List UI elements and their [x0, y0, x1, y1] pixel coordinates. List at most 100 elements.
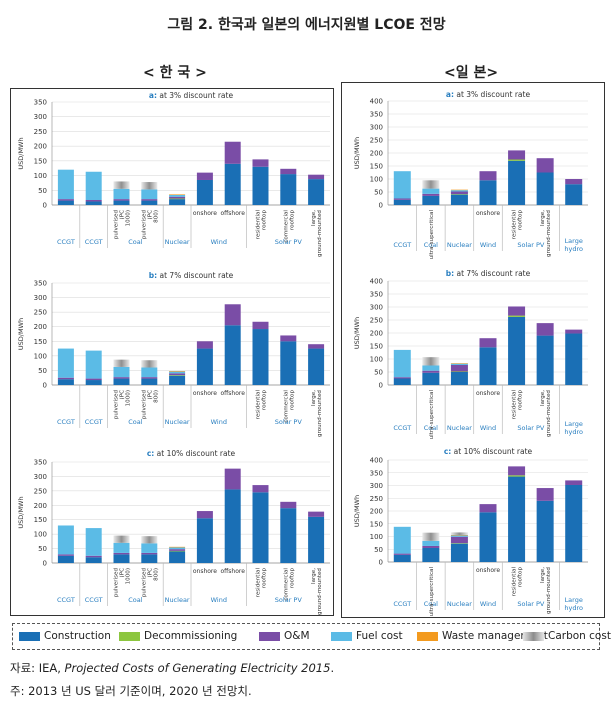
bar-segment-construction	[113, 554, 130, 563]
bar-segment-fuel	[393, 171, 411, 199]
legend-swatch-construction	[19, 631, 40, 641]
bar-segment-om	[479, 171, 497, 181]
category-label: pulverised(PC1000)	[114, 210, 132, 240]
bar-segment-construction	[280, 341, 297, 385]
bar-segment-om	[141, 199, 158, 201]
bar-segment-construction	[169, 199, 186, 205]
panel-title: b: at 7% discount rate	[149, 271, 234, 280]
category-label-line: ground-mounted	[317, 210, 323, 257]
category-label-line: residential	[512, 210, 518, 240]
legend-swatch-carbon	[523, 631, 544, 641]
y-tick-label: 350	[370, 469, 383, 477]
y-tick-label: 0	[43, 560, 47, 568]
category-label-line: residential	[256, 390, 262, 420]
bar-segment-om	[85, 555, 102, 558]
bar-segment-decommissioning	[169, 550, 186, 552]
bar-segment-om	[479, 338, 497, 348]
category-label: onshore	[476, 210, 500, 217]
bar-segment-carbon	[422, 357, 440, 366]
category-label-line: 800)	[153, 568, 159, 581]
category-label-line: ground-mounted	[546, 390, 552, 437]
group-label: Coal	[128, 418, 142, 426]
bar-segment-carbon	[141, 182, 158, 190]
bar-segment-construction	[224, 163, 241, 205]
source-note: 자료: IEA, Projected Costs of Generating E…	[10, 660, 334, 676]
bar-segment-om	[422, 545, 440, 548]
category-label: pulverised(PC1000)	[114, 568, 132, 598]
group-label: CCGT	[57, 238, 75, 246]
panel-title-letter: a:	[149, 91, 157, 100]
category-label: residentialrooftop	[256, 210, 268, 240]
group-label: Coal	[128, 238, 142, 246]
bar-segment-construction	[57, 379, 74, 385]
bar-segment-waste	[169, 194, 186, 195]
y-tick-label: 100	[370, 356, 383, 364]
y-tick-label: 250	[370, 317, 383, 325]
bar-segment-om	[308, 174, 325, 180]
group-label: CCGT	[57, 418, 75, 426]
legend-item-construction: Construction	[19, 630, 111, 642]
panel-title-text: at 10% discount rate	[451, 447, 532, 456]
bar-segment-fuel	[450, 363, 468, 365]
category-label: large,ground-mounted	[540, 210, 552, 257]
source-title: Projected Costs of Generating Electricit…	[64, 661, 331, 675]
bar-segment-construction	[479, 180, 497, 205]
bar-segment-decommissioning	[450, 543, 468, 544]
category-label: onshore	[476, 390, 500, 397]
bar-segment-waste	[450, 534, 468, 536]
bar-segment-fuel	[141, 367, 158, 378]
legend-item-carbon: Carbon cost	[523, 630, 611, 642]
bar-segment-decommissioning	[508, 159, 526, 161]
y-axis-label: USD/MWh	[17, 496, 25, 528]
bar-segment-om	[565, 329, 583, 334]
bar-segment-construction	[141, 378, 158, 385]
group-label: CCGT	[57, 596, 75, 604]
category-label-line: rooftop	[518, 210, 524, 231]
group-label: CCGT	[85, 596, 103, 604]
group-label: Solar PV	[275, 238, 303, 246]
source-suffix: .	[330, 661, 335, 675]
panel-title: c: at 10% discount rate	[147, 449, 236, 458]
bar-segment-construction	[252, 166, 269, 205]
bar-segment-construction	[113, 200, 130, 205]
bar-segment-carbon	[422, 180, 440, 189]
bar-segment-om	[308, 344, 325, 349]
bar-segment-carbon	[141, 360, 158, 368]
category-label-line: rooftop	[289, 568, 295, 589]
y-tick-label: 350	[34, 459, 47, 467]
group-label: CCGT	[85, 238, 103, 246]
y-tick-label: 300	[34, 473, 47, 481]
category-label: onshore	[476, 567, 500, 574]
legend-label-construction: Construction	[44, 630, 111, 642]
panel-title-letter: a:	[446, 90, 454, 99]
y-tick-label: 50	[374, 369, 383, 377]
bar-segment-fuel	[57, 348, 74, 378]
category-label-line: 1000)	[126, 210, 132, 226]
y-tick-label: 300	[34, 113, 47, 121]
category-label-line: (PC	[147, 390, 153, 400]
category-label-line: pulverised	[141, 568, 147, 598]
category-label-line: (PC	[120, 568, 126, 578]
y-tick-label: 0	[379, 382, 383, 390]
panel-title-text: at 7% discount rate	[157, 271, 234, 280]
y-axis-label: USD/MWh	[353, 317, 361, 349]
category-label-line: commercial	[283, 210, 289, 243]
group-label: CCGT	[85, 418, 103, 426]
group-label: Solar PV	[275, 418, 303, 426]
y-tick-label: 50	[374, 189, 383, 197]
bar-segment-om	[450, 191, 468, 195]
group-label: Coal	[424, 241, 438, 249]
bar-segment-om	[252, 159, 269, 167]
bar-segment-waste	[450, 363, 468, 364]
y-tick-label: 0	[379, 559, 383, 567]
category-label: offshore	[220, 568, 245, 575]
y-tick-label: 200	[34, 502, 47, 510]
group-label: Nuclear	[447, 241, 472, 249]
category-label-line: rooftop	[262, 210, 268, 231]
bar-segment-om	[450, 364, 468, 372]
panel-title-letter: c:	[147, 449, 154, 458]
category-label: pulverised(PC1000)	[114, 390, 132, 420]
bar-segment-construction	[565, 484, 583, 562]
bar-segment-waste	[169, 546, 186, 548]
category-label: pulverised(PC800)	[141, 568, 159, 598]
